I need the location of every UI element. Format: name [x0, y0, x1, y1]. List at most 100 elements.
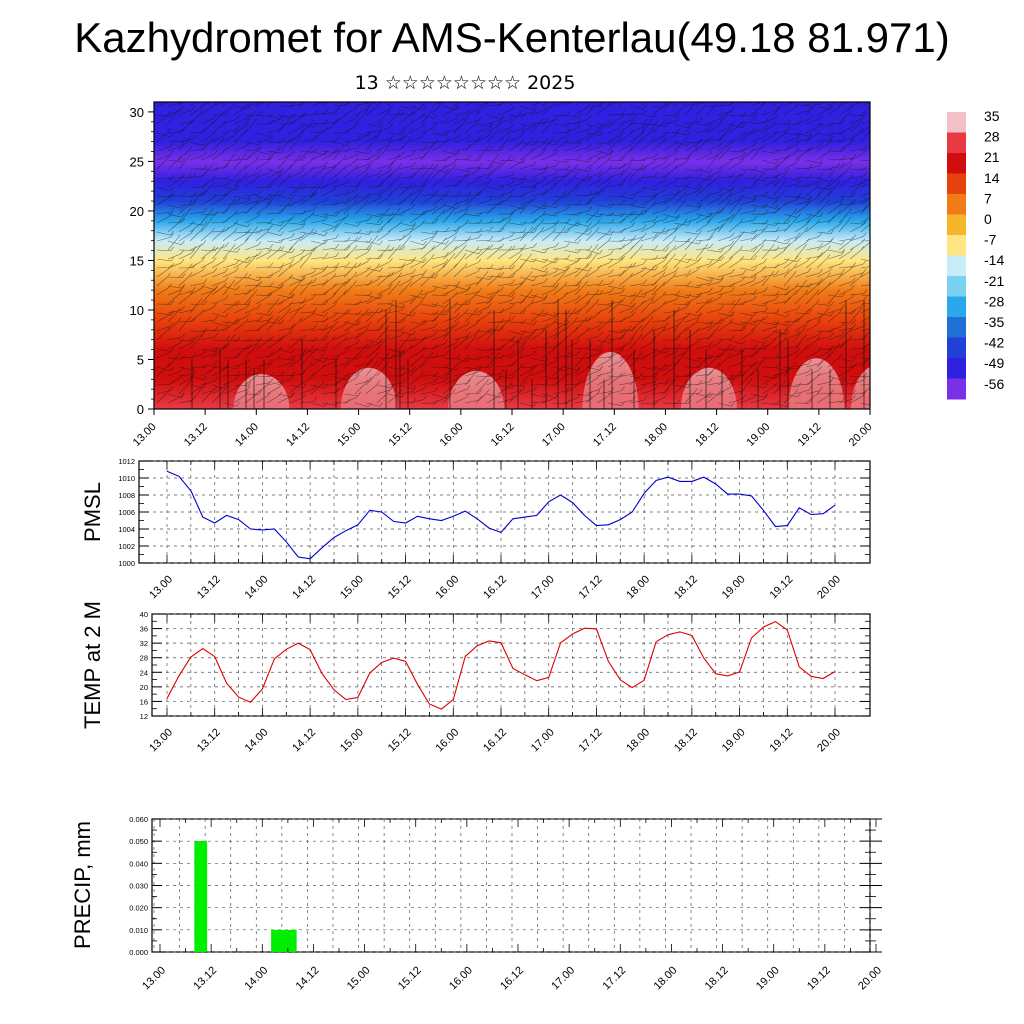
wind-barb-flag	[850, 138, 854, 144]
wind-barb	[849, 185, 860, 197]
wind-barb-flag	[434, 190, 439, 195]
wind-barb-flag	[522, 382, 527, 387]
wind-barb-flag	[555, 258, 559, 264]
wind-barb	[728, 339, 743, 345]
wind-barb-flag	[862, 221, 866, 226]
wind-barb-flag	[599, 289, 604, 295]
wind-barb-flag	[291, 194, 295, 200]
colorbar-label: 35	[984, 108, 1000, 124]
wind-barb	[629, 248, 640, 260]
wind-barb	[849, 276, 861, 287]
wind-barb	[508, 351, 522, 359]
wind-barb	[409, 194, 420, 206]
wind-barb	[739, 168, 754, 171]
wind-barb	[156, 211, 171, 215]
wind-barb	[420, 326, 435, 332]
y-tick-label: 0.040	[129, 859, 148, 868]
wind-barb	[343, 222, 358, 227]
wind-barb-flag	[784, 246, 788, 251]
wind-barb-flag	[443, 139, 448, 144]
wind-barb-flag	[202, 266, 206, 271]
wind-barb-flag	[851, 284, 855, 290]
wind-barb	[365, 239, 376, 251]
wind-barb-flag	[355, 103, 360, 109]
wind-barb-flag	[848, 109, 852, 114]
wind-barb-flag	[566, 254, 571, 260]
wind-barb	[750, 168, 765, 174]
wind-barb-flag	[577, 309, 582, 314]
wind-barb	[222, 188, 235, 197]
wind-barb	[277, 262, 292, 269]
wind-barb	[684, 331, 697, 341]
wind-barb	[816, 285, 828, 296]
wind-barb-flag	[607, 318, 612, 323]
wind-barb	[178, 139, 193, 143]
wind-barb-flag	[511, 264, 516, 270]
wind-barb-flag	[697, 338, 701, 343]
wind-barb-flag	[176, 108, 180, 114]
wind-barb	[288, 186, 301, 197]
wind-barb-flag	[676, 215, 680, 220]
wind-barb-flag	[456, 354, 461, 359]
wind-barb	[530, 152, 544, 161]
wind-barb	[387, 321, 403, 323]
precip-bar-1	[271, 929, 297, 952]
wind-barb	[211, 271, 226, 278]
wind-barb	[387, 348, 402, 354]
wind-barb-flag	[267, 391, 272, 396]
wind-barb-flag	[871, 219, 874, 223]
wind-barb	[431, 212, 443, 224]
wind-barb-flag	[796, 158, 800, 163]
wind-barb-flag	[390, 385, 394, 391]
wind-barb-flag	[872, 121, 875, 125]
wind-barb	[585, 213, 600, 218]
wind-barb-flag	[257, 169, 262, 174]
wind-barb-flag	[396, 208, 401, 213]
wind-barb-flag	[628, 325, 632, 330]
wind-barb	[651, 123, 663, 134]
wind-barb-flag	[231, 244, 236, 249]
wind-barb	[288, 384, 300, 395]
wind-barb-flag	[796, 330, 801, 335]
wind-barb	[772, 102, 777, 107]
wind-barb	[376, 108, 390, 116]
wind-barb	[695, 358, 708, 368]
wind-barb	[827, 345, 842, 350]
wind-barb	[222, 303, 237, 306]
wind-barb	[365, 198, 379, 206]
wind-barb	[354, 300, 369, 305]
wind-barb	[783, 384, 798, 387]
wind-barb-flag	[763, 275, 767, 281]
wind-barb-flag	[753, 247, 758, 252]
wind-barb	[508, 248, 523, 251]
wind-barb-flag	[178, 155, 182, 160]
wind-barb-flag	[727, 109, 731, 115]
wind-barb	[508, 135, 522, 143]
wind-barb	[541, 204, 556, 209]
wind-barb	[651, 320, 666, 323]
wind-barb-flag	[553, 94, 556, 98]
wind-barb-flag	[245, 237, 249, 243]
wind-barb	[552, 209, 567, 215]
wind-barb-flag	[168, 193, 173, 198]
wind-barb-flag	[663, 300, 667, 306]
wind-barb-flag	[840, 331, 845, 336]
wind-barb-flag	[794, 317, 798, 322]
wind-barb	[299, 160, 312, 170]
wind-barb-flag	[376, 102, 381, 107]
wind-barb-flag	[309, 352, 313, 357]
wind-barb	[618, 239, 633, 242]
wind-barb	[156, 132, 168, 143]
wind-barb	[695, 177, 710, 181]
wind-barb-flag	[235, 384, 239, 389]
wind-barb	[805, 351, 819, 359]
wind-barb-flag	[401, 392, 405, 398]
wind-barb-flag	[236, 285, 240, 291]
wind-barb-flag	[521, 347, 525, 352]
wind-barb	[673, 123, 688, 129]
wind-barb	[849, 153, 863, 161]
wind-barb-flag	[532, 365, 536, 370]
wind-barb	[849, 168, 864, 171]
wind-barb-flag	[621, 156, 626, 161]
wind-barb	[233, 145, 248, 152]
